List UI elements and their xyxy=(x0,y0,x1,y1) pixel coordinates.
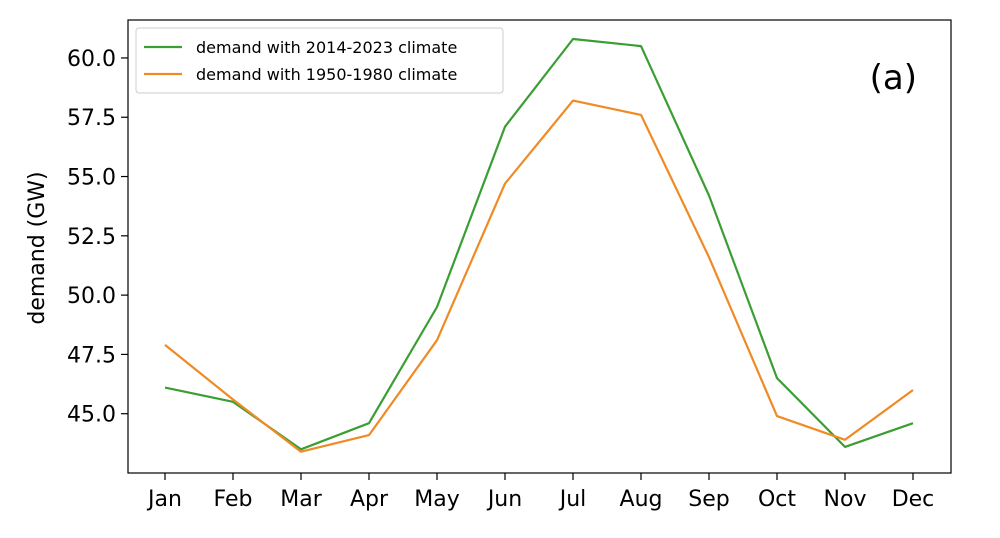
x-axis: Jan Feb Mar Apr May Jun Jul Aug Sep Oct Nov Dec xyxy=(146,473,934,512)
x-tick-label: Feb xyxy=(214,487,253,512)
x-tick-label: Aug xyxy=(620,487,663,512)
y-tick-label: 55.0 xyxy=(67,166,116,191)
series-line-1 xyxy=(164,37,914,451)
y-tick-label: 57.5 xyxy=(67,106,116,131)
x-tick-label: May xyxy=(414,487,459,512)
y-tick-label: 45.0 xyxy=(67,403,116,428)
x-tick-label: Mar xyxy=(280,487,322,512)
x-tick-label: Nov xyxy=(824,487,867,512)
x-tick-label: Jul xyxy=(558,487,587,512)
x-tick-label: Jan xyxy=(146,487,182,512)
x-tick-label: Apr xyxy=(350,487,389,512)
legend-label-2: demand with 1950-1980 climate xyxy=(196,65,457,84)
x-tick-label: Oct xyxy=(758,487,796,512)
series-layer xyxy=(164,37,914,453)
panel-label: (a) xyxy=(870,58,917,98)
x-tick-label: Sep xyxy=(688,487,729,512)
y-tick-label: 60.0 xyxy=(67,47,116,72)
y-axis: 45.0 47.5 50.0 52.5 55.0 57.5 60.0 xyxy=(67,47,128,428)
y-tick-label: 50.0 xyxy=(67,284,116,309)
legend-label-1: demand with 2014-2023 climate xyxy=(196,38,457,57)
y-axis-label: demand (GW) xyxy=(25,171,50,324)
plot-frame xyxy=(127,19,952,474)
legend: demand with 2014-2023 climate demand with… xyxy=(135,27,504,94)
x-tick-label: Jun xyxy=(486,487,522,512)
y-tick-label: 47.5 xyxy=(67,343,116,368)
series-line-2 xyxy=(164,99,914,453)
x-tick-label: Dec xyxy=(892,487,935,512)
legend-box xyxy=(135,27,504,94)
y-tick-label: 52.5 xyxy=(67,225,116,250)
